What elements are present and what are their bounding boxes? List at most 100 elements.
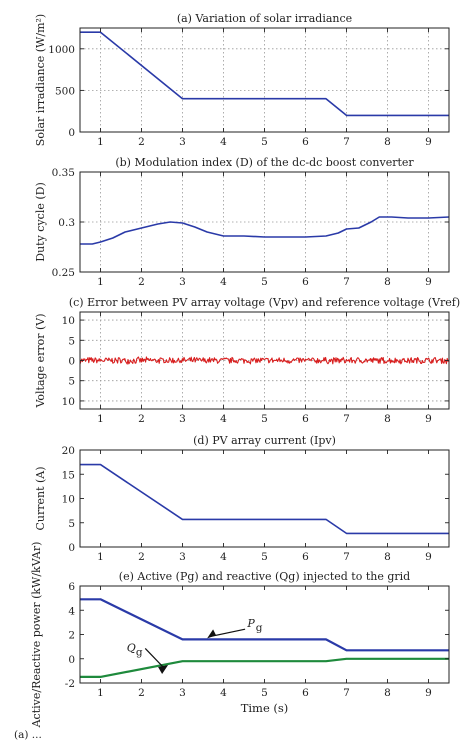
series-line-1	[80, 216, 450, 245]
y-tick-label: -2	[65, 678, 75, 690]
x-tick-label: 6	[302, 687, 309, 699]
x-tick-label: 8	[384, 276, 391, 288]
x-tick-label: 1	[97, 687, 104, 699]
chart-panel-3: (c) Error between PV array voltage (Vpv)…	[34, 296, 460, 425]
plot-frame	[79, 449, 450, 548]
x-tick-label: 5	[261, 136, 268, 148]
series-line-1	[80, 31, 449, 117]
plot-frame	[79, 585, 450, 684]
chart-title: (a) Variation of solar irradiance	[177, 12, 352, 25]
chart-title: (b) Modulation index (D) of the dc-dc bo…	[115, 156, 414, 169]
qg-arrow-line	[144, 648, 165, 669]
y-tick-label: 10	[62, 494, 75, 506]
pg-arrow-head	[207, 629, 217, 639]
x-tick-label: 7	[343, 551, 350, 563]
x-tick-label: 5	[261, 551, 268, 563]
x-tick-label: 5	[261, 413, 268, 425]
x-tick-label: 3	[179, 136, 186, 148]
pg-series-label: P	[246, 617, 255, 630]
y-tick-label: 10	[62, 315, 75, 327]
x-tick-label: 5	[261, 276, 268, 288]
x-tick-label: 4	[220, 276, 227, 288]
x-tick-label: 9	[425, 136, 432, 148]
x-tick-label: 4	[220, 551, 227, 563]
x-tick-label: 8	[384, 136, 391, 148]
y-tick-label: 5	[68, 376, 75, 388]
y-tick-label: 5	[68, 518, 75, 530]
y-tick-label: 0	[68, 654, 75, 666]
pg-series-label-sub: g	[256, 622, 263, 634]
x-tick-label: 1	[97, 413, 104, 425]
x-tick-label: 4	[220, 413, 227, 425]
y-axis-label: Active/Reactive power (kW/kVAr)	[30, 542, 43, 729]
x-tick-label: 3	[179, 413, 186, 425]
y-tick-label: 500	[55, 85, 75, 97]
x-tick-label: 6	[302, 413, 309, 425]
series-line-1	[80, 463, 449, 535]
y-tick-label: 0.25	[52, 267, 75, 279]
x-tick-label: 6	[302, 276, 309, 288]
y-tick-label: 0.3	[58, 217, 75, 229]
x-tick-label: 2	[138, 136, 145, 148]
x-tick-label: 2	[138, 276, 145, 288]
x-tick-label: 8	[384, 687, 391, 699]
x-tick-label: 4	[220, 687, 227, 699]
x-tick-label: 9	[425, 413, 432, 425]
pg-arrow-line	[210, 628, 246, 637]
x-tick-label: 8	[384, 413, 391, 425]
qg-series-label-sub: g	[136, 646, 143, 658]
y-tick-label: 20	[62, 445, 75, 457]
x-tick-label: 9	[425, 687, 432, 699]
chart-panel-4: (d) PV array current (Ipv) 1 2 3 4 5 6 7 8 9 0 5 10 1…	[34, 434, 450, 563]
x-tick-label: 1	[97, 551, 104, 563]
qg-series-label: Q	[127, 641, 136, 654]
y-axis-label: Current (A)	[34, 466, 47, 530]
x-tick-label: 7	[343, 413, 350, 425]
y-axis-label: Duty cycle (D)	[34, 182, 47, 262]
qg-arrow-head	[158, 665, 169, 675]
y-tick-label: 1000	[48, 44, 75, 56]
y-tick-label: 4	[68, 605, 75, 617]
y-tick-label: 10	[62, 396, 75, 408]
y-axis-label: Voltage error (V)	[34, 313, 47, 408]
y-axis-label: Solar irradiance (W/m²)	[34, 14, 47, 146]
x-tick-label: 9	[425, 276, 432, 288]
y-tick-label: 5	[68, 335, 75, 347]
chart-panel-1: (a) Variation of solar irradiance 1 2 3 4 5 6 7…	[34, 12, 450, 148]
x-tick-label: 9	[425, 551, 432, 563]
x-tick-label: 8	[384, 551, 391, 563]
x-tick-label: 6	[302, 136, 309, 148]
y-tick-label: 2	[68, 630, 75, 642]
y-tick-label: 6	[68, 581, 75, 593]
y-tick-label: 0	[68, 542, 75, 554]
y-tick-label: 0	[68, 356, 75, 368]
x-tick-label: 6	[302, 551, 309, 563]
x-tick-label: 1	[97, 136, 104, 148]
x-tick-label: 2	[138, 551, 145, 563]
chart-title: (c) Error between PV array voltage (Vpv)…	[69, 296, 460, 309]
chart-panel-2: (b) Modulation index (D) of the dc-dc bo…	[34, 156, 450, 288]
chart-title: (e) Active (Pg) and reactive (Qg) inject…	[119, 570, 410, 583]
y-tick-label: 0	[68, 127, 75, 139]
x-tick-label: 1	[97, 276, 104, 288]
x-tick-label: 4	[220, 136, 227, 148]
series-line-pg	[80, 598, 449, 652]
x-tick-label: 2	[138, 413, 145, 425]
y-tick-label: 0.35	[52, 167, 75, 179]
chart-panel-5: (e) Active (Pg) and reactive (Qg) inject…	[30, 542, 450, 729]
x-tick-label: 7	[343, 687, 350, 699]
x-tick-label: 3	[179, 276, 186, 288]
x-tick-label: 7	[343, 276, 350, 288]
x-axis-label: Time (s)	[241, 701, 289, 715]
chart-title: (d) PV array current (Ipv)	[193, 434, 336, 447]
x-tick-label: 5	[261, 687, 268, 699]
x-tick-label: 2	[138, 687, 145, 699]
series-line-1	[79, 356, 450, 365]
x-tick-label: 7	[343, 136, 350, 148]
footer-note: (a) ...	[14, 729, 42, 741]
x-tick-label: 3	[179, 551, 186, 563]
x-tick-label: 3	[179, 687, 186, 699]
series-line-qg	[80, 657, 449, 679]
y-tick-label: 15	[62, 469, 75, 481]
